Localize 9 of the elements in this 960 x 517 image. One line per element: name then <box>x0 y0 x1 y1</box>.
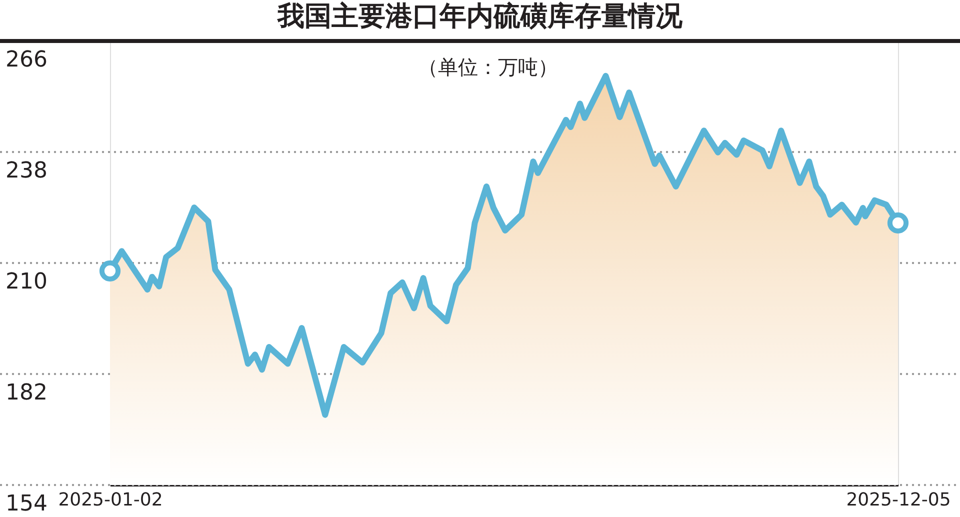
y-tick-label: 238 <box>6 158 48 184</box>
x-tick-label: 2025-12-05 <box>846 490 951 510</box>
y-tick-label: 210 <box>6 270 48 294</box>
y-tick-label: 154 <box>6 492 48 516</box>
y-tick-label: 182 <box>6 380 48 406</box>
y-tick-label: 266 <box>6 48 48 72</box>
chart-title: 我国主要港口年内硫磺库存量情况 <box>276 1 684 32</box>
x-tick-label: 2025-01-02 <box>58 490 163 510</box>
text: （单位：万吨） <box>418 55 558 79</box>
